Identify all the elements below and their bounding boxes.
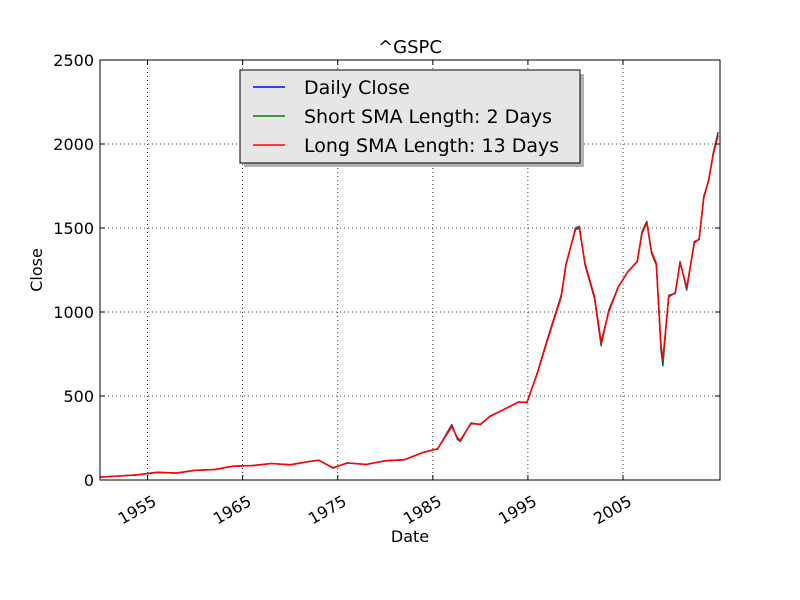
y-tick-label: 1000 [53, 303, 94, 322]
axis-ticks [100, 59, 720, 481]
legend-entries: Daily Close Short SMA Length: 2 Days Long … [253, 77, 559, 157]
legend-label: Long SMA Length: 13 Days [304, 135, 559, 157]
y-tick-label: 500 [63, 387, 94, 406]
y-tick-label: 0 [84, 471, 94, 490]
legend-box [239, 69, 581, 164]
y-tick-label: 2000 [53, 135, 94, 154]
series-line-3 [99, 135, 719, 478]
series-line-1 [99, 132, 719, 478]
series-lines [99, 132, 719, 478]
x-tick-label: 2005 [590, 491, 635, 528]
legend: Daily Close Short SMA Length: 2 Days Long … [239, 69, 584, 167]
y-axis-label: Close [27, 248, 46, 292]
x-tick-label: 1995 [495, 491, 540, 528]
y-tick-label: 1500 [53, 219, 94, 238]
y-tick-labels: 0 500 1000 1500 2000 2500 [53, 51, 94, 490]
chart-title: ^GSPC [378, 37, 442, 58]
x-tick-label: 1955 [115, 491, 160, 528]
legend-label: Short SMA Length: 2 Days [304, 106, 552, 128]
grid [100, 60, 720, 480]
x-tick-label: 1975 [305, 491, 350, 528]
plot-area-frame [99, 59, 721, 481]
x-tick-label: 1965 [210, 491, 255, 528]
x-tick-labels: 1955 1965 1975 1985 1995 2005 [115, 491, 635, 528]
series-line-2 [99, 132, 719, 478]
x-tick-label: 1985 [400, 491, 445, 528]
x-axis-label: Date [391, 527, 429, 546]
legend-label: Daily Close [304, 77, 410, 99]
y-tick-label: 2500 [53, 51, 94, 70]
